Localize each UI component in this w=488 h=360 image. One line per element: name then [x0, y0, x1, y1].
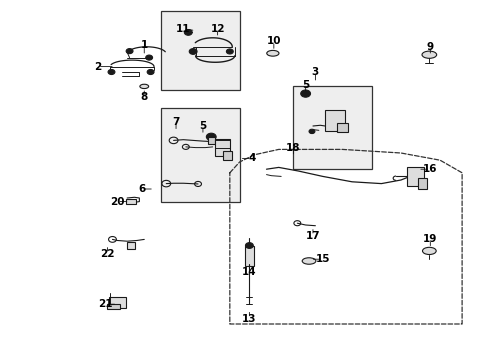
Bar: [244, 246, 253, 266]
Text: 3: 3: [311, 67, 318, 77]
Circle shape: [308, 129, 314, 134]
Text: 9: 9: [426, 42, 433, 52]
Text: 2: 2: [94, 62, 101, 72]
Circle shape: [206, 133, 216, 140]
Text: 15: 15: [315, 254, 329, 264]
Circle shape: [184, 30, 192, 35]
Text: 16: 16: [422, 164, 437, 174]
Bar: [336, 123, 347, 132]
Circle shape: [300, 90, 310, 97]
Text: 11: 11: [176, 24, 190, 34]
Text: 10: 10: [266, 36, 281, 46]
Circle shape: [126, 49, 133, 54]
Text: 5: 5: [199, 121, 206, 131]
Circle shape: [145, 55, 152, 60]
Bar: [107, 304, 119, 309]
Text: 6: 6: [138, 184, 145, 194]
Bar: [161, 11, 239, 90]
Ellipse shape: [266, 50, 279, 56]
Bar: [207, 137, 214, 144]
Text: 12: 12: [210, 24, 224, 34]
Text: 4: 4: [247, 153, 255, 163]
Text: 1: 1: [141, 40, 147, 50]
Text: 19: 19: [422, 234, 437, 244]
Circle shape: [108, 69, 115, 75]
Circle shape: [147, 69, 154, 75]
Text: 18: 18: [285, 143, 300, 153]
Ellipse shape: [140, 84, 148, 89]
Text: 13: 13: [242, 314, 256, 324]
Ellipse shape: [421, 51, 436, 58]
Bar: [223, 151, 231, 160]
Text: 8: 8: [141, 92, 147, 102]
Text: 17: 17: [305, 231, 320, 241]
Bar: [406, 166, 424, 186]
Text: 22: 22: [100, 249, 115, 259]
Text: 14: 14: [242, 267, 256, 277]
Bar: [325, 110, 344, 131]
Circle shape: [189, 49, 197, 54]
Bar: [161, 108, 239, 202]
Text: 21: 21: [98, 299, 112, 309]
Bar: [126, 242, 135, 249]
Bar: [417, 178, 427, 189]
Bar: [125, 199, 136, 204]
Text: 7: 7: [172, 117, 180, 127]
Text: 20: 20: [110, 197, 124, 207]
Ellipse shape: [302, 258, 315, 264]
Bar: [215, 139, 229, 156]
Ellipse shape: [422, 247, 435, 255]
Bar: [293, 86, 371, 169]
Circle shape: [226, 49, 233, 54]
Circle shape: [245, 243, 253, 248]
Bar: [108, 297, 125, 308]
Text: 5: 5: [302, 80, 308, 90]
